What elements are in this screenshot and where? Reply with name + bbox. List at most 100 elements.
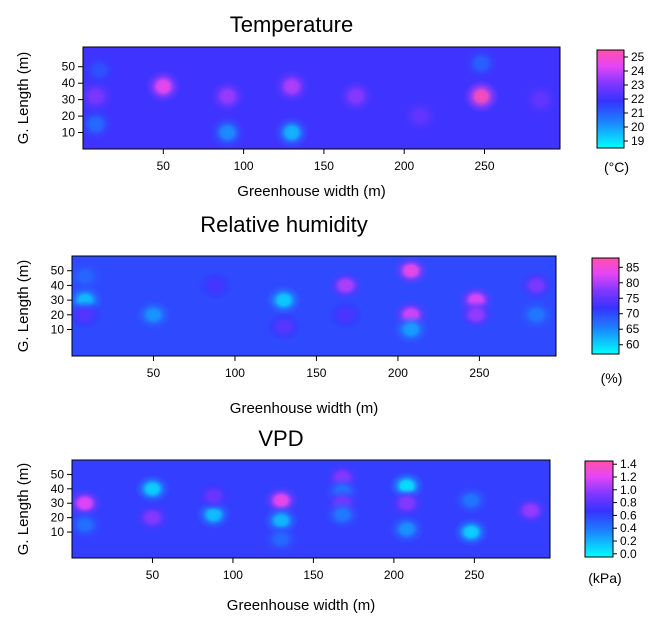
heatmap-hotspot bbox=[265, 285, 302, 315]
y-tick-label: 10 bbox=[51, 525, 65, 539]
heatmap-hotspot bbox=[518, 300, 555, 330]
chart-title: Relative humidity bbox=[200, 212, 368, 237]
colorbar-unit-label: (%) bbox=[601, 370, 623, 386]
y-tick-label: 40 bbox=[51, 482, 65, 496]
heatmap-hotspot bbox=[265, 311, 302, 342]
heatmap-hotspot bbox=[274, 70, 310, 103]
colorbar-tick-label: 23 bbox=[631, 78, 645, 92]
y-tick-label: 20 bbox=[51, 511, 65, 525]
heatmap-hotspot bbox=[83, 79, 114, 113]
x-tick-label: 100 bbox=[234, 159, 254, 173]
heatmap-hotspot bbox=[209, 79, 246, 113]
x-axis-label: Greenhouse width (m) bbox=[230, 400, 378, 417]
heatmap-hotspot bbox=[324, 500, 361, 530]
heatmap-hotspot bbox=[402, 99, 438, 133]
heatmap-blobs bbox=[83, 47, 559, 149]
chart-title: VPD bbox=[258, 426, 303, 451]
heatmap-hotspot bbox=[389, 488, 425, 518]
x-tick-label: 50 bbox=[146, 568, 160, 582]
colorbar-tick-label: 1.4 bbox=[620, 457, 637, 471]
x-tick-label: 100 bbox=[225, 366, 245, 380]
colorbar-tick-label: 25 bbox=[631, 50, 645, 64]
colorbar-tick-label: 85 bbox=[626, 260, 640, 274]
heatmap-hotspot bbox=[197, 270, 234, 301]
heatmap-hotspot bbox=[393, 314, 429, 345]
x-tick-label: 250 bbox=[474, 159, 494, 173]
colorbar-tick-label: 0.6 bbox=[620, 508, 637, 522]
x-tick-label: 50 bbox=[147, 366, 161, 380]
x-tick-label: 250 bbox=[464, 568, 484, 582]
plot-frame bbox=[71, 255, 557, 357]
colorbar-tick-label: 20 bbox=[631, 120, 645, 134]
colorbar-tick-label: 0.4 bbox=[620, 521, 637, 535]
y-axis-label: G. Length (m) bbox=[15, 463, 32, 556]
plot-frame bbox=[71, 459, 551, 559]
heatmap-hotspot bbox=[274, 116, 310, 149]
heatmap-hotspot bbox=[195, 481, 232, 511]
heatmap-hotspot bbox=[135, 300, 172, 330]
chart-panel-0: 50 100 150 200 250 10 20 30 40 50 Temperature Green… bbox=[15, 12, 645, 200]
y-tick-label: 30 bbox=[62, 93, 76, 107]
heatmap-hotspot bbox=[512, 496, 549, 525]
colorbar-tick-label: 21 bbox=[631, 106, 645, 120]
heatmap-hotspot bbox=[263, 524, 299, 554]
colorbar-tick-label: 75 bbox=[626, 291, 640, 305]
colorbar-tick-label: 0.8 bbox=[620, 496, 637, 510]
y-tick-label: 40 bbox=[62, 76, 76, 90]
y-tick-label: 40 bbox=[51, 278, 65, 292]
heatmap-hotspot bbox=[209, 116, 246, 149]
y-tick-label: 50 bbox=[62, 60, 76, 74]
heatmap-blobs bbox=[72, 256, 555, 345]
heatmap-hotspot bbox=[72, 488, 103, 518]
heatmap-hotspot bbox=[83, 53, 117, 87]
heatmap-hotspot bbox=[453, 517, 489, 547]
colorbar-tick-label: 60 bbox=[626, 338, 640, 352]
heatmap-hotspot bbox=[83, 107, 114, 141]
colorbar-tick-label: 24 bbox=[631, 64, 645, 78]
y-tick-label: 30 bbox=[51, 496, 65, 510]
heatmap-hotspot bbox=[453, 485, 489, 515]
y-axis-label: G. Length (m) bbox=[15, 52, 32, 145]
colorbar-tick-label: 0.0 bbox=[620, 547, 637, 561]
heatmap-hotspot bbox=[458, 300, 495, 330]
y-axis-label: G. Length (m) bbox=[15, 260, 32, 353]
y-tick-label: 20 bbox=[62, 109, 76, 123]
heatmap-hotspot bbox=[134, 474, 171, 504]
heatmap-hotspot bbox=[463, 47, 499, 80]
heatmap-hotspot bbox=[327, 270, 364, 301]
colorbar-tick-label: 80 bbox=[626, 276, 640, 290]
heatmap-hotspot bbox=[393, 256, 429, 286]
heatmap-hotspot bbox=[72, 261, 103, 292]
heatmap-hotspot bbox=[327, 300, 364, 330]
x-tick-label: 50 bbox=[157, 159, 171, 173]
colorbar-tick-label: 65 bbox=[626, 322, 640, 336]
heatmap-hotspot bbox=[338, 79, 374, 113]
heatmap-hotspot bbox=[72, 300, 103, 330]
x-tick-label: 200 bbox=[388, 366, 408, 380]
colorbar bbox=[591, 257, 620, 355]
colorbar-unit-label: (kPa) bbox=[588, 570, 621, 586]
colorbar-tick-label: 1.2 bbox=[620, 470, 637, 484]
y-tick-label: 20 bbox=[51, 308, 65, 322]
x-tick-label: 100 bbox=[223, 568, 243, 582]
heatmap-hotspot bbox=[134, 503, 171, 533]
x-tick-label: 200 bbox=[384, 568, 404, 582]
x-axis-label: Greenhouse width (m) bbox=[237, 183, 385, 200]
x-tick-label: 250 bbox=[469, 366, 489, 380]
heatmap-blobs bbox=[72, 462, 549, 554]
colorbar-tick-label: 0.2 bbox=[620, 534, 637, 548]
colorbar-tick-label: 22 bbox=[631, 92, 645, 106]
y-tick-label: 10 bbox=[51, 323, 65, 337]
heatmap-hotspot bbox=[523, 83, 559, 117]
heatmap-hotspot bbox=[145, 70, 181, 103]
x-tick-label: 150 bbox=[303, 568, 323, 582]
heatmap-hotspot bbox=[463, 79, 499, 113]
heatmap-hotspot bbox=[263, 485, 299, 515]
y-tick-label: 50 bbox=[51, 467, 65, 481]
x-tick-label: 150 bbox=[314, 159, 334, 173]
colorbar-tick-label: 19 bbox=[631, 134, 645, 148]
y-tick-label: 30 bbox=[51, 293, 65, 307]
heatmap-hotspot bbox=[389, 514, 425, 544]
